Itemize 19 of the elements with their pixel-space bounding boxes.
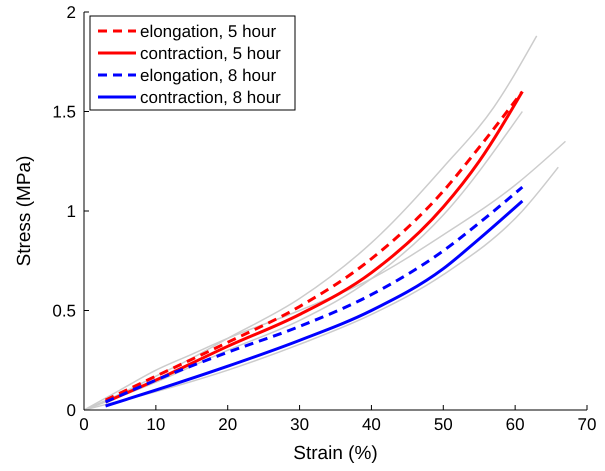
x-tick-label: 10 <box>146 415 166 434</box>
y-tick-label: 0 <box>66 401 76 420</box>
y-tick-label: 2 <box>66 3 76 22</box>
legend-label: contraction, 8 hour <box>140 88 282 107</box>
x-tick-label: 50 <box>434 415 453 434</box>
x-tick-label: 20 <box>218 415 238 434</box>
y-axis-title: Stress (MPa) <box>14 156 35 266</box>
legend-label: elongation, 5 hour <box>140 22 276 41</box>
y-tick-label: 0.5 <box>52 302 76 320</box>
x-axis-title: Strain (%) <box>293 443 378 464</box>
x-tick-label: 40 <box>362 415 381 434</box>
y-tick-label: 1 <box>66 202 76 221</box>
legend-label: elongation, 8 hour <box>140 66 276 85</box>
x-tick-label: 0 <box>79 415 89 434</box>
x-tick-label: 70 <box>578 415 596 434</box>
x-tick-label: 30 <box>290 415 310 434</box>
x-tick-label: 60 <box>506 415 525 434</box>
y-tick-label: 1.5 <box>52 102 76 122</box>
legend-label: contraction, 5 hour <box>140 44 282 63</box>
